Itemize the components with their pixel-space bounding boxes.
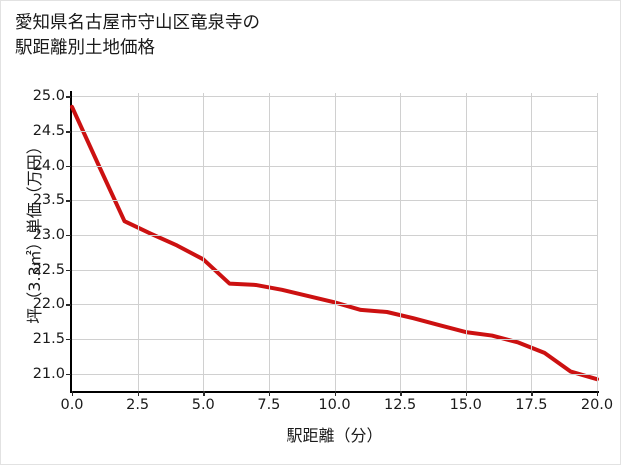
gridline-vertical bbox=[597, 93, 598, 391]
y-axis-tick-labels: 21.0 21.5 22.0 22.5 23.0 23.5 24.0 24.5 25.0 bbox=[13, 88, 65, 391]
gridline-vertical bbox=[203, 93, 205, 391]
x-tick-label: 20.0 bbox=[580, 397, 614, 413]
y-tick-mark bbox=[66, 339, 71, 341]
page-title: 愛知県名古屋市守山区竜泉寺の 駅距離別土地価格 bbox=[15, 13, 260, 58]
y-tick-mark bbox=[66, 373, 71, 376]
x-tick-label: 17.5 bbox=[515, 397, 548, 413]
x-tick-mark bbox=[465, 391, 468, 396]
y-tick-label: 25.0 bbox=[32, 88, 65, 105]
y-tick-label: 23.5 bbox=[32, 192, 65, 209]
y-axis-label: 坪（3.3㎡）単価（万円） bbox=[25, 138, 44, 324]
x-tick-label: 2.5 bbox=[126, 397, 150, 413]
gridline-vertical bbox=[334, 93, 336, 391]
gridline-vertical bbox=[531, 93, 533, 391]
y-tick-mark bbox=[66, 269, 71, 272]
y-tick-mark bbox=[66, 165, 71, 168]
y-tick-mark bbox=[66, 131, 71, 133]
x-tick-mark bbox=[334, 391, 336, 396]
x-tick-mark bbox=[597, 391, 599, 396]
x-tick-mark bbox=[203, 391, 205, 396]
y-tick-label: 24.0 bbox=[32, 157, 65, 174]
x-tick-mark bbox=[531, 391, 533, 396]
gridline-vertical bbox=[268, 93, 270, 391]
x-tick-mark bbox=[268, 391, 271, 396]
y-tick-label: 22.5 bbox=[32, 261, 65, 278]
x-tick-label: 10.0 bbox=[318, 397, 351, 413]
x-tick-mark bbox=[400, 391, 402, 396]
y-tick-mark bbox=[66, 96, 71, 98]
gridline-vertical bbox=[400, 93, 402, 391]
gridline-vertical bbox=[465, 93, 467, 391]
y-tick-label: 24.5 bbox=[32, 123, 65, 140]
plot-area bbox=[70, 93, 599, 391]
x-tick-label: 12.5 bbox=[383, 397, 417, 413]
y-axis-spine bbox=[70, 91, 73, 393]
gridline-vertical bbox=[137, 93, 139, 391]
y-tick-label: 23.0 bbox=[32, 227, 65, 244]
x-axis-tick-labels: 0.0 2.5 5.0 7.5 10.0 12.5 15.0 17.5 20.0 bbox=[60, 397, 613, 417]
x-axis-label: 駅距離（分） bbox=[286, 426, 383, 445]
x-tick-mark bbox=[72, 391, 74, 396]
x-tick-mark bbox=[137, 391, 140, 396]
y-tick-mark bbox=[66, 235, 71, 237]
y-tick-label: 22.0 bbox=[32, 296, 65, 313]
x-tick-label: 7.5 bbox=[257, 397, 281, 413]
y-tick-mark bbox=[66, 200, 71, 202]
y-tick-mark bbox=[66, 304, 71, 306]
x-tick-label: 0.0 bbox=[60, 397, 84, 413]
y-tick-label: 21.0 bbox=[32, 365, 65, 382]
x-tick-label: 15.0 bbox=[449, 397, 482, 413]
x-tick-label: 5.0 bbox=[191, 397, 215, 413]
y-tick-label: 21.5 bbox=[32, 331, 65, 348]
